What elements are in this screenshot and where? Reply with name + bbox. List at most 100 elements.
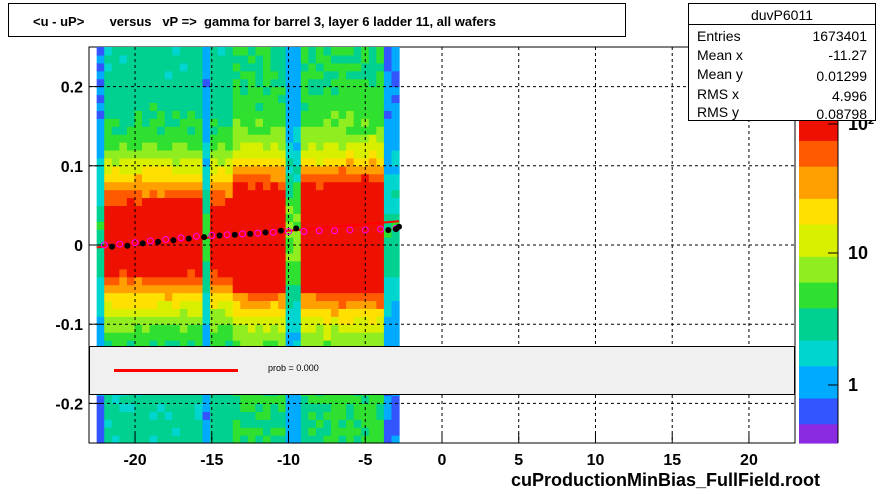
heatmap-cell — [210, 118, 219, 127]
heatmap-cell — [300, 94, 309, 104]
heatmap-cell — [293, 165, 302, 175]
heatmap-cell — [134, 411, 143, 420]
heatmap-cell — [383, 435, 393, 444]
heatmap-cell — [164, 110, 173, 119]
heatmap-cell — [149, 300, 158, 309]
heatmap-cell — [262, 213, 272, 222]
heatmap-cell — [376, 54, 385, 64]
heatmap-cell — [240, 324, 249, 333]
heatmap-cell — [164, 395, 173, 404]
heatmap-cell — [240, 260, 249, 270]
heatmap-cell — [361, 165, 370, 175]
heatmap-cell — [194, 157, 204, 167]
heatmap-cell — [179, 245, 188, 254]
heatmap-cell — [134, 70, 143, 80]
heatmap-cell — [194, 205, 204, 214]
heatmap-cell — [119, 47, 128, 56]
heatmap-cell — [202, 237, 211, 246]
heatmap-cell — [194, 395, 204, 404]
heatmap-cell — [225, 435, 234, 444]
heatmap-cell — [210, 47, 219, 56]
heatmap-cell — [383, 149, 393, 159]
heatmap-cell — [217, 427, 226, 436]
heatmap-cell — [376, 189, 385, 199]
heatmap-cell — [383, 102, 393, 111]
heatmap-cell — [376, 308, 385, 317]
heatmap-cell — [217, 435, 226, 444]
heatmap-cell — [278, 197, 287, 206]
heatmap-cell — [353, 149, 362, 159]
heatmap-cell — [308, 237, 317, 246]
heatmap-cell — [194, 268, 204, 278]
heatmap-cell — [164, 300, 173, 309]
heatmap-cell — [217, 245, 226, 254]
heatmap-cell — [111, 86, 120, 96]
heatmap-cell — [368, 316, 377, 325]
heatmap-cell — [315, 411, 325, 420]
heatmap-cell — [240, 340, 249, 349]
heatmap-cell — [315, 134, 325, 143]
heatmap-cell — [376, 213, 385, 222]
profile-point-black — [247, 230, 254, 237]
heatmap-cell — [368, 395, 377, 404]
heatmap-cell — [96, 54, 105, 64]
heatmap-cell — [331, 411, 340, 420]
heatmap-cell — [149, 54, 158, 64]
heatmap-cell — [134, 427, 143, 436]
heatmap-cell — [217, 221, 226, 230]
heatmap-cell — [368, 276, 377, 286]
heatmap-cell — [278, 157, 287, 167]
heatmap-cell — [126, 395, 136, 404]
heatmap-cell — [278, 78, 287, 88]
heatmap-cell — [172, 340, 181, 349]
heatmap-cell — [293, 62, 302, 72]
heatmap-cell — [323, 395, 332, 404]
heatmap-cell — [376, 276, 385, 286]
heatmap-cell — [172, 292, 181, 302]
heatmap-cell — [247, 284, 257, 294]
heatmap-cell — [338, 189, 347, 199]
heatmap-cell — [338, 197, 347, 206]
heatmap-cell — [149, 324, 158, 333]
heatmap-cell — [157, 126, 166, 135]
heatmap-cell — [96, 149, 105, 159]
heatmap-cell — [210, 411, 219, 420]
heatmap-cell — [194, 340, 204, 349]
heatmap-cell — [368, 221, 377, 230]
heatmap-cell — [383, 276, 393, 286]
heatmap-cell — [225, 149, 234, 159]
heatmap-cell — [225, 86, 234, 96]
heatmap-cell — [187, 205, 196, 214]
heatmap-cell — [111, 134, 120, 143]
heatmap-cell — [119, 316, 128, 325]
heatmap-cell — [126, 110, 136, 119]
heatmap-cell — [126, 332, 136, 341]
heatmap-cell — [240, 237, 249, 246]
heatmap-cell — [111, 110, 120, 119]
heatmap-cell — [104, 78, 113, 88]
profile-point-magenta — [315, 227, 323, 235]
heatmap-cell — [308, 173, 317, 183]
heatmap-cell — [164, 340, 173, 349]
heatmap-cell — [285, 102, 294, 111]
heatmap-cell — [278, 126, 287, 135]
colorbar-segment — [799, 133, 838, 141]
heatmap-cell — [315, 419, 325, 428]
heatmap-cell — [202, 149, 211, 159]
heatmap-cell — [270, 86, 279, 96]
heatmap-cell — [217, 268, 226, 278]
heatmap-cell — [278, 435, 287, 444]
profile-point-magenta — [208, 231, 216, 239]
heatmap-cell — [149, 70, 158, 80]
heatmap-cell — [262, 332, 272, 341]
heatmap-cell — [179, 173, 188, 183]
heatmap-cell — [278, 300, 287, 309]
heatmap-cell — [164, 126, 173, 135]
heatmap-cell — [308, 142, 317, 151]
heatmap-cell — [278, 332, 287, 341]
heatmap-cell — [376, 47, 385, 56]
heatmap-cell — [134, 340, 143, 349]
heatmap-cell — [232, 268, 241, 278]
heatmap-cell — [240, 276, 249, 286]
heatmap-cell — [172, 189, 181, 199]
